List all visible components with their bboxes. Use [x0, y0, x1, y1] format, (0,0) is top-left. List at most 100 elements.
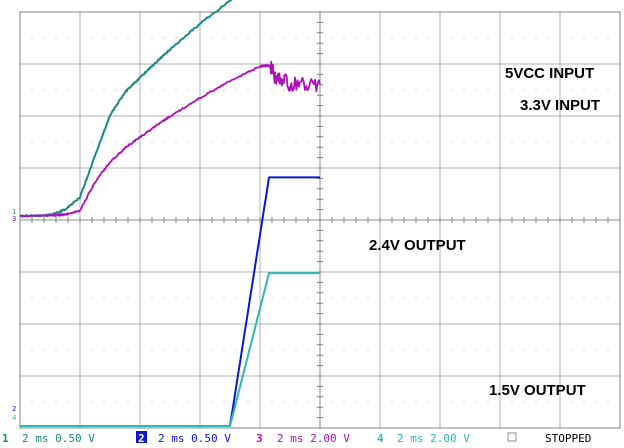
status-bar: 1 2 ms 0.50 V 2 2 ms 0.50 V 3 2 ms 2.00 … [2, 431, 591, 445]
grid-dot [583, 89, 585, 91]
grid-dot [67, 349, 69, 351]
grid-dot [403, 349, 405, 351]
grid-dot [403, 37, 405, 39]
grid-dot [223, 401, 225, 403]
grid-dot [355, 349, 357, 351]
grid-dot [415, 37, 417, 39]
grid-dot [115, 349, 117, 351]
grid-dot [367, 349, 369, 351]
grid-dot [151, 349, 153, 351]
grid-dot [571, 37, 573, 39]
grid-dot [151, 37, 153, 39]
grid-dot [307, 141, 309, 143]
grid-dot [223, 37, 225, 39]
grid-dot [571, 89, 573, 91]
grid-dot [127, 37, 129, 39]
grid-dot [43, 37, 45, 39]
grid-dot [67, 89, 69, 91]
grid-dot [463, 349, 465, 351]
grid-dot [451, 89, 453, 91]
grid-dot [307, 349, 309, 351]
grid-dot [367, 37, 369, 39]
grid-dot [283, 141, 285, 143]
grid-dot [607, 89, 609, 91]
grid-dot [403, 297, 405, 299]
grid-dot [247, 297, 249, 299]
grid-dot [391, 141, 393, 143]
acquisition-state: STOPPED [545, 432, 591, 445]
grid-dot [175, 141, 177, 143]
grid-dot [295, 297, 297, 299]
grid-dot [595, 37, 597, 39]
grid-dot [43, 349, 45, 351]
grid-dot [283, 37, 285, 39]
grid-dot [331, 37, 333, 39]
grid-dot [571, 141, 573, 143]
grid-dot [211, 141, 213, 143]
grid-dot [343, 297, 345, 299]
grid-dot [595, 141, 597, 143]
grid-dot [271, 89, 273, 91]
grid-dot [103, 349, 105, 351]
grid-dot [415, 349, 417, 351]
grid-dot [307, 297, 309, 299]
grid-dot [595, 297, 597, 299]
ch3-number: 3 [256, 432, 263, 445]
grid-dot [571, 401, 573, 403]
grid-dot [187, 297, 189, 299]
grid-dot [151, 401, 153, 403]
grid-dot [235, 89, 237, 91]
ch2-number: 2 [138, 432, 145, 445]
grid-dot [31, 37, 33, 39]
grid-dot [523, 89, 525, 91]
acquisition-state-icon [507, 432, 517, 442]
grid-dot [547, 89, 549, 91]
grid-dot [175, 89, 177, 91]
grid-dot [295, 349, 297, 351]
grid-dot [403, 401, 405, 403]
grid-dot [331, 349, 333, 351]
grid-dot [295, 37, 297, 39]
grid-dot [31, 349, 33, 351]
grid-dot [511, 401, 513, 403]
grid-dot [607, 401, 609, 403]
grid-dot [583, 349, 585, 351]
grid-dot [55, 349, 57, 351]
grid-dot [67, 297, 69, 299]
grid-dot [343, 401, 345, 403]
ch1-number: 1 [2, 432, 9, 445]
grid-dot [607, 37, 609, 39]
grid-dot [247, 37, 249, 39]
grid-dot [115, 89, 117, 91]
grid-dot [511, 89, 513, 91]
grid-dot [31, 297, 33, 299]
grid-dot [235, 297, 237, 299]
grid-dot [187, 37, 189, 39]
grid-dot [355, 297, 357, 299]
grid-dot [211, 349, 213, 351]
grid-dot [607, 349, 609, 351]
grid-dot [475, 89, 477, 91]
grid-dot [511, 297, 513, 299]
grid-dot [571, 349, 573, 351]
grid-dot [523, 401, 525, 403]
grid-dot [187, 401, 189, 403]
grid-dot [391, 37, 393, 39]
grid-dot [43, 141, 45, 143]
grid-dot [595, 89, 597, 91]
grid-dot [367, 297, 369, 299]
grid-dot [403, 141, 405, 143]
grid-dot [475, 349, 477, 351]
grid-dot [475, 141, 477, 143]
trace-channel-4 [20, 272, 320, 427]
grid-dot [451, 37, 453, 39]
grid-dot [427, 349, 429, 351]
grid-dot [307, 401, 309, 403]
grid-dot [523, 297, 525, 299]
grid-dot [367, 401, 369, 403]
grid-dot [487, 141, 489, 143]
grid-dot [223, 349, 225, 351]
grid-dot [151, 141, 153, 143]
grid-dot [391, 401, 393, 403]
